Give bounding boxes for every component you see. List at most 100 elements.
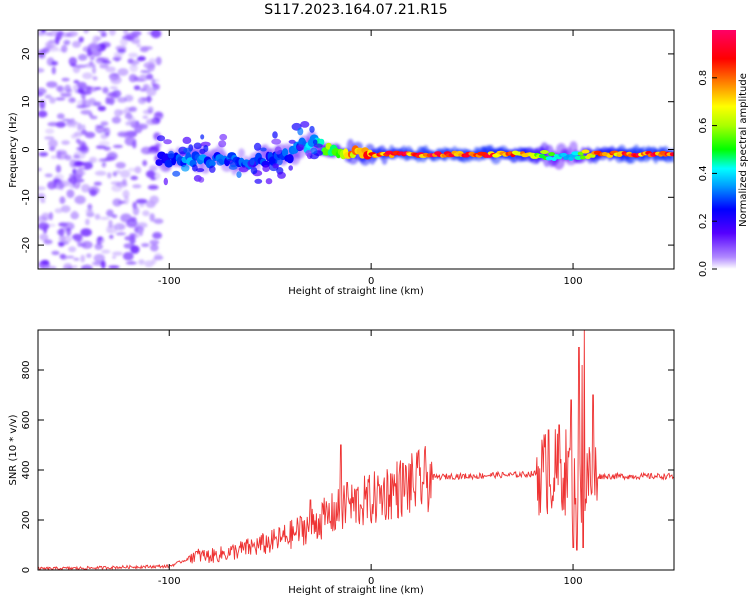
ridge-side-blob [254,178,263,184]
noise-blob [131,60,137,68]
snr-plot-area [38,330,674,570]
noise-blob [126,32,135,42]
snr-panel: -100 0 100 0 200 400 600 800 Height of straight… [8,329,675,596]
noise-blob [74,195,86,205]
ridge-blob [545,156,553,161]
noise-blob [93,101,102,107]
noise-blob [152,232,163,239]
noise-blob [40,199,46,204]
noise-blob [57,85,65,94]
noise-blob [144,260,154,268]
noise-blob [135,198,148,204]
noise-blob [96,239,102,246]
noise-blob [51,61,58,66]
colorbar-tick-label: 0.2 [698,213,709,229]
ridge-side-blob [163,139,172,145]
noise-blob [100,121,109,126]
noise-blob [60,255,68,261]
colorbar-gradient [712,30,736,269]
noise-blob [124,235,136,241]
noise-blob [94,86,102,90]
noise-blob [142,210,150,217]
ridge [155,121,674,186]
ridge-side-blob [228,164,238,170]
noise-blob [150,244,159,252]
noise-blob [56,113,65,120]
spectrogram-xtick-label: 0 [368,276,374,287]
noise-blob [112,57,121,61]
ridge-blob [164,159,174,168]
noise-blob [106,229,113,233]
spectrogram-ylabel: Frequency (Hz) [8,112,19,188]
noise-blob [58,228,65,237]
noise-blob [115,162,126,169]
noise-blob [62,222,75,231]
noise-blob [84,99,97,104]
noise-blob [70,133,78,139]
ridge-side-blob [272,131,278,139]
noise-blob [141,97,153,102]
ridge-blob [540,150,549,154]
ridge-side-blob [265,178,273,185]
noise-blob [149,239,160,245]
noise-blob [145,170,155,178]
noise-blob [46,45,59,52]
ridge-side-blob [313,143,323,148]
noise-blob [38,110,48,118]
noise-blob [137,222,148,229]
noise-blob [68,57,78,66]
noise-blob [119,109,126,115]
ridge-side-blob [216,158,224,166]
noise-blob [80,124,86,132]
noise-blob [41,30,46,33]
noise-blob [142,83,149,90]
noise-blob [38,222,50,230]
noise-blob [56,180,64,186]
ridge-side-blob [305,150,312,157]
ridge-blob [548,152,555,157]
noise-blob [100,32,107,37]
noise-blob [44,173,53,178]
noise-blob [150,30,162,39]
noise-blob [58,242,65,247]
noise-blob [149,165,158,172]
noise-blob [84,161,93,170]
noise-blob [48,139,58,148]
noise-blob [85,208,94,214]
noise-blob [106,93,116,97]
noise-blob [82,72,93,80]
noise-blob [142,160,148,167]
snr-ylabel: SNR (10 * v/v) [8,414,19,485]
snr-xtick-label: 100 [564,576,583,587]
noise-blob [91,65,97,75]
noise-blob [81,96,87,106]
ridge-blob [568,156,574,161]
noise-blob [90,49,102,57]
noise-blob [38,67,45,73]
colorbar-tick-label: 0.0 [698,261,709,277]
ridge-blob [286,154,294,164]
noise-blob [118,132,128,137]
noise-blob [44,136,55,140]
noise-blob [66,189,75,198]
noise-blob [59,196,66,204]
noise-blob [130,245,140,254]
noise-blob [80,109,92,115]
noise-blob [51,66,56,75]
colorbar: 0.0 0.2 0.4 0.6 0.8 Normalized spectral ampl… [698,30,749,277]
noise-blob [45,128,55,134]
noise-blob [50,155,58,159]
noise-blob [115,169,122,175]
noise-blob [44,94,52,99]
noise-blob [130,217,137,222]
noise-blob [94,213,101,220]
noise-blob [81,264,93,269]
noise-blob [138,202,145,208]
noise-blob [104,127,111,137]
noise-blob [145,118,157,126]
noise-blob [150,177,157,181]
noise-blob [85,218,90,226]
spectrogram-xlabel: Height of straight line (km) [288,286,424,297]
noise-blob [72,40,81,48]
